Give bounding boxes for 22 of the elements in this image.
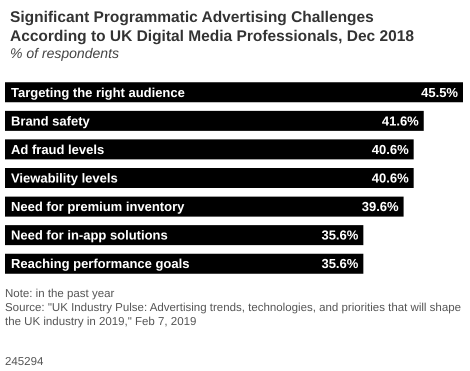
chart-title: Significant Programmatic Advertising Challenges According to UK Digital Media Professionals, Dec 2018 (10, 9, 414, 45)
y-tick-label: Reaching performance goals (11, 256, 190, 272)
y-tick-label: Targeting the right audience (11, 84, 185, 100)
data-label: 40.6% (372, 170, 410, 186)
chart-subtitle: % of respondents (10, 45, 119, 61)
bar (5, 110, 424, 131)
source-note: Source: "UK Industry Pulse: Advertising trends, technologies, and priorities that will shape the UK industry in 2019," Feb 7, 2019 (5, 302, 464, 328)
data-label: 35.6% (321, 256, 359, 272)
y-tick-label: Viewability levels (11, 170, 118, 186)
bar (5, 168, 414, 188)
data-label: 45.5% (421, 84, 458, 100)
y-tick-label: Ad fraud levels (11, 142, 104, 157)
y-tick-label: Brand safety (11, 113, 91, 128)
data-label: 39.6% (362, 199, 400, 214)
text: Note: in the past year (5, 288, 114, 300)
text: 245294 (5, 356, 44, 368)
data-label: 41.6% (382, 113, 420, 128)
y-tick-label: Need for premium inventory (11, 199, 186, 214)
y-tick-label: Need for in-app solutions (11, 228, 168, 243)
data-label: 35.6% (321, 228, 359, 243)
bar (5, 139, 414, 160)
data-label: 40.6% (372, 142, 410, 157)
